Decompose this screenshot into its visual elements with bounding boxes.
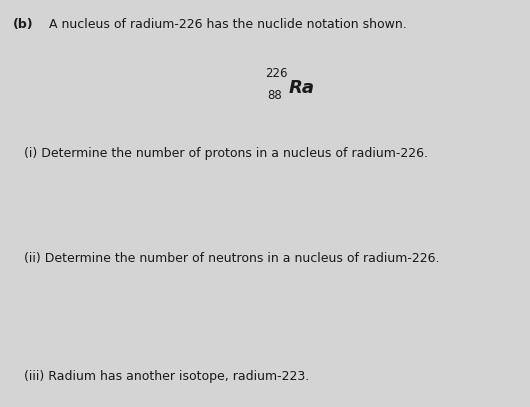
Text: A nucleus of radium-226 has the nuclide notation shown.: A nucleus of radium-226 has the nuclide … xyxy=(49,18,407,31)
Text: 226: 226 xyxy=(265,67,287,80)
Text: (b): (b) xyxy=(13,18,34,31)
Text: (i) Determine the number of protons in a nucleus of radium-226.: (i) Determine the number of protons in a… xyxy=(24,147,428,160)
Text: Ra: Ra xyxy=(289,79,315,96)
Text: (ii) Determine the number of neutrons in a nucleus of radium-226.: (ii) Determine the number of neutrons in… xyxy=(24,252,439,265)
Text: (iii) Radium has another isotope, radium-223.: (iii) Radium has another isotope, radium… xyxy=(24,370,309,383)
Text: 88: 88 xyxy=(268,89,282,102)
